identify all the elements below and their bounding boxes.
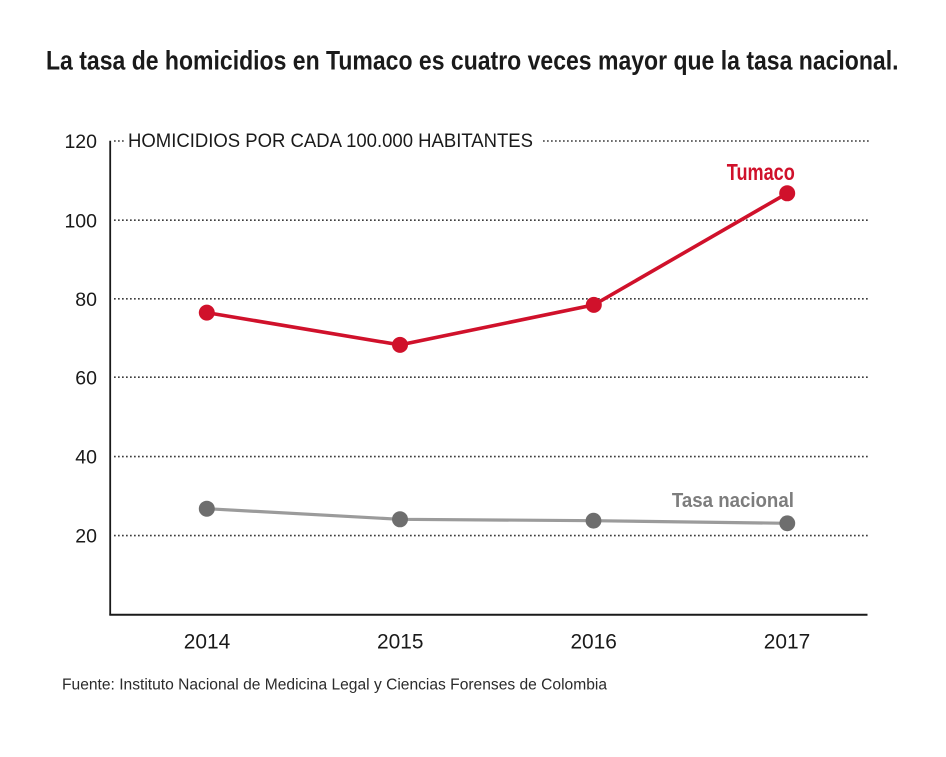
svg-text:2014: 2014 [184,630,231,653]
svg-text:2015: 2015 [377,630,424,653]
svg-text:60: 60 [75,367,97,389]
svg-text:20: 20 [75,526,97,548]
svg-text:120: 120 [64,131,97,153]
svg-text:Tumaco: Tumaco [727,159,795,185]
svg-text:Fuente: Instituto Nacional de: Fuente: Instituto Nacional de Medicina L… [62,676,607,693]
svg-text:40: 40 [75,447,97,469]
svg-text:2016: 2016 [570,630,617,653]
svg-text:80: 80 [75,289,97,311]
svg-text:Tasa nacional: Tasa nacional [672,489,794,512]
svg-text:2017: 2017 [764,630,811,653]
svg-text:100: 100 [64,210,97,232]
svg-text:La tasa de homicidios en Tumac: La tasa de homicidios en Tumaco es cuatr… [46,46,899,76]
svg-text:HOMICIDIOS POR CADA 100.000 HA: HOMICIDIOS POR CADA 100.000 HABITANTES [128,130,533,152]
